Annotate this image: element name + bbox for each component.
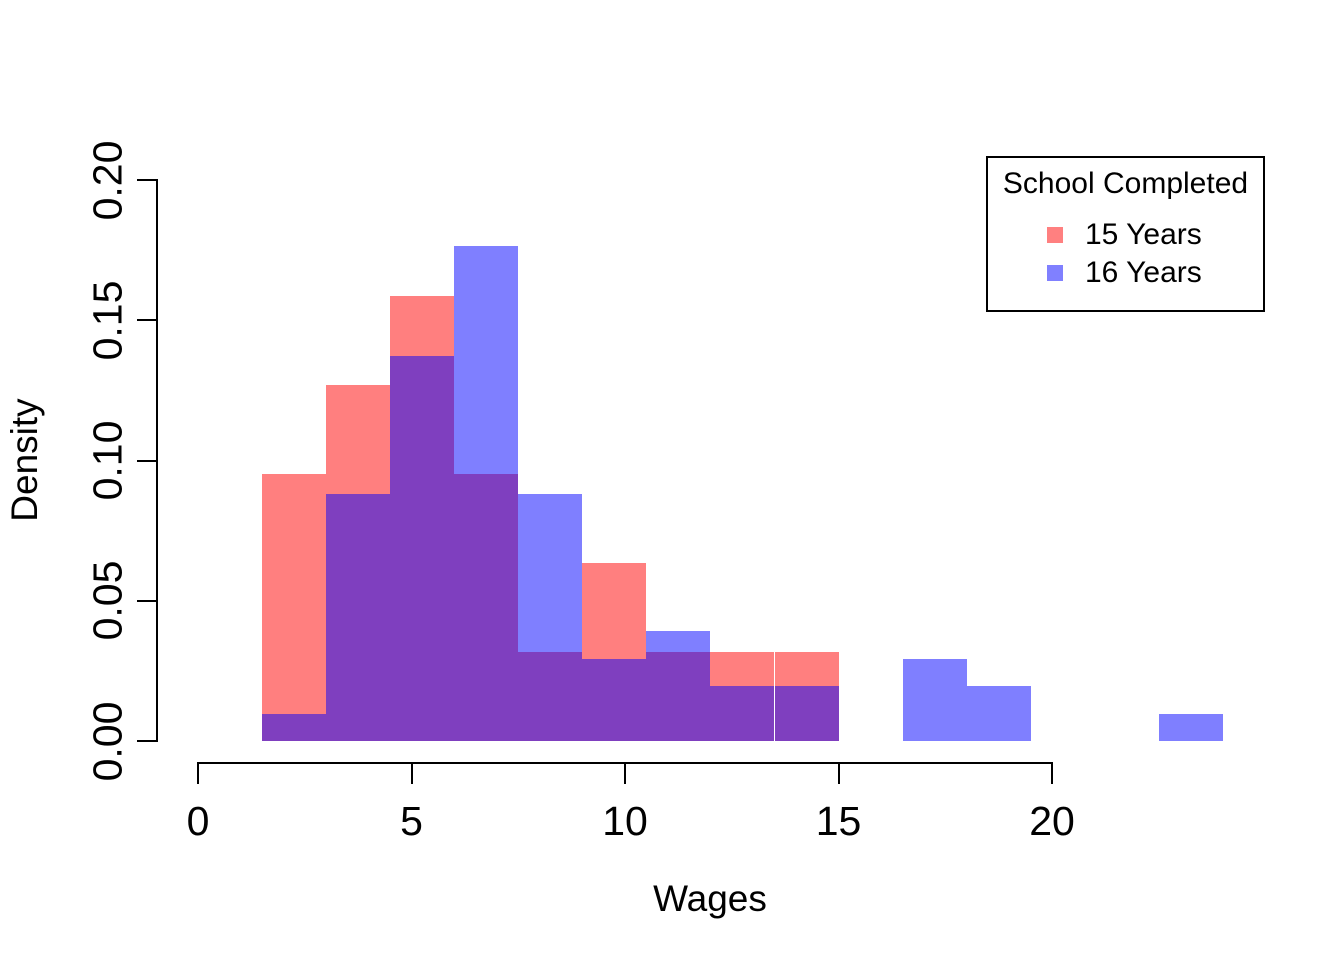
y-axis-tick-label: 0.15	[84, 280, 131, 361]
histogram-bar-16-years	[518, 493, 583, 741]
legend-swatch-16-years-icon	[1047, 265, 1063, 281]
y-axis-tick-label: 0.10	[84, 420, 131, 501]
y-axis-title: Density	[4, 398, 45, 522]
histogram-bar-16-years	[774, 686, 839, 741]
x-axis-tick-label: 5	[400, 798, 423, 844]
legend-swatch-15-years-icon	[1047, 227, 1063, 243]
y-axis-tick	[137, 599, 157, 602]
histogram-bar-16-years	[454, 245, 519, 741]
histogram-bar-16-years	[390, 355, 455, 741]
y-axis-tick	[137, 459, 157, 462]
x-axis-title: Wages	[653, 878, 767, 919]
y-axis-tick	[137, 740, 157, 742]
x-axis-tick	[1051, 764, 1053, 784]
x-axis-tick	[197, 764, 199, 784]
y-axis-tick	[137, 179, 157, 181]
x-axis-line	[197, 762, 1053, 764]
legend-items: 15 Years 16 Years	[1047, 216, 1263, 292]
y-axis-tick-label: 0.00	[84, 701, 131, 781]
x-axis-tick-label: 15	[815, 798, 862, 844]
histogram-bar-15-years	[262, 474, 327, 741]
histogram-bar-16-years	[262, 713, 327, 741]
legend-item-16-years: 16 Years	[1047, 254, 1263, 292]
histogram-bar-16-years	[646, 631, 711, 741]
histogram-bar-16-years	[326, 493, 391, 741]
legend-label-15-years: 15 Years	[1085, 218, 1202, 251]
x-axis-tick-label: 0	[186, 798, 210, 844]
x-axis-tick-label: 10	[602, 798, 648, 844]
legend-label-16-years: 16 Years	[1085, 256, 1202, 289]
histogram-bar-16-years	[582, 658, 647, 741]
y-axis-tick	[137, 319, 157, 322]
histogram-bar-16-years	[966, 686, 1031, 741]
x-axis-tick	[837, 764, 840, 784]
y-axis-tick-label: 0.05	[84, 560, 131, 641]
legend-item-15-years: 15 Years	[1047, 216, 1263, 254]
x-axis-tick	[410, 764, 413, 784]
histogram-bar-16-years	[1158, 713, 1223, 741]
x-axis-tick-label: 20	[1029, 798, 1075, 844]
histogram-bar-16-years	[710, 686, 775, 741]
legend: School Completed 15 Years 16 Years	[986, 156, 1265, 312]
legend-title: School Completed	[1002, 167, 1249, 200]
histogram-bar-16-years	[902, 658, 967, 741]
y-axis-tick-label: 0.20	[84, 140, 131, 220]
y-axis-line	[156, 179, 158, 742]
x-axis-tick	[624, 764, 626, 784]
